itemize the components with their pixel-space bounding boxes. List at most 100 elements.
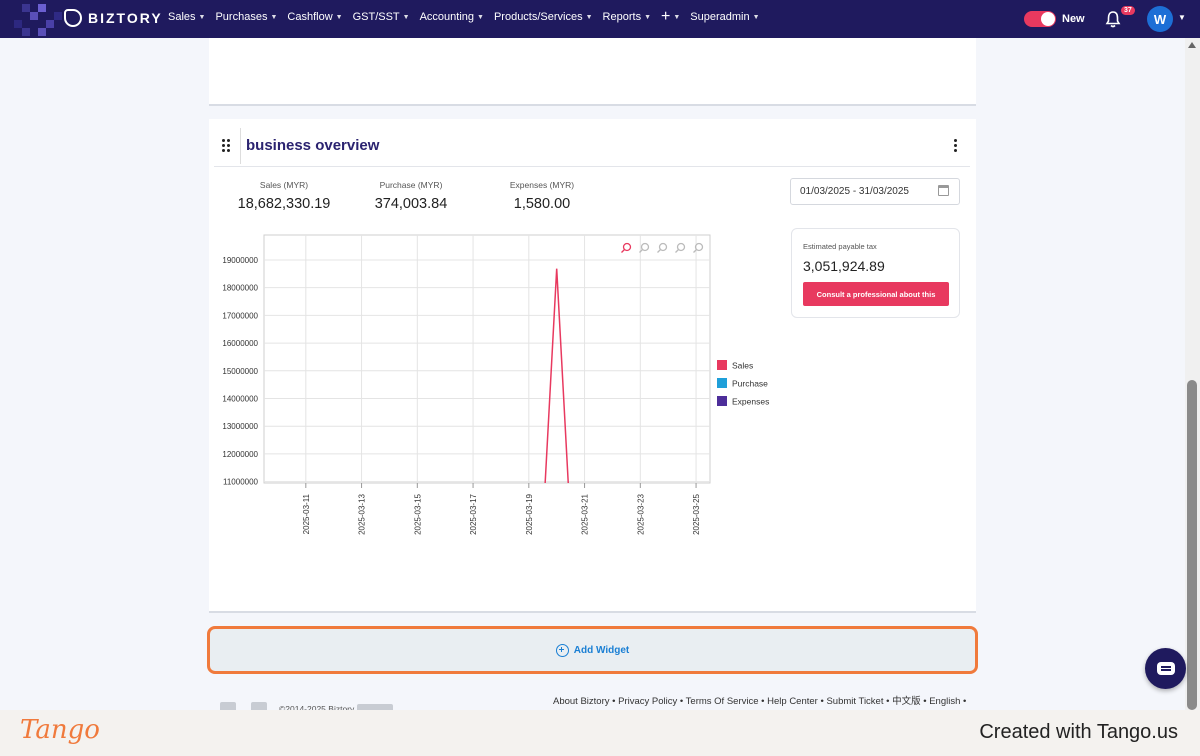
- chevron-down-icon[interactable]: ▼: [1178, 13, 1186, 22]
- biztory-logo-icon: [64, 9, 82, 27]
- x-tick-label: 2025-03-15: [413, 493, 422, 534]
- toggle-switch[interactable]: [1024, 11, 1056, 27]
- y-tick-label: 19000000: [222, 256, 258, 265]
- stat-label: Sales (MYR): [259, 180, 309, 190]
- zoom-in-icon[interactable]: [639, 242, 650, 253]
- footer-link-about[interactable]: About Biztory: [553, 696, 610, 707]
- chat-icon: [1156, 662, 1175, 675]
- youtube-icon[interactable]: [251, 702, 267, 712]
- y-tick-label: 18000000: [222, 284, 258, 293]
- stat-label: Purchase (MYR): [379, 180, 443, 190]
- tango-credit: Created with Tango.us: [979, 721, 1178, 743]
- menu-superadmin[interactable]: Superadmin ▼: [690, 11, 760, 23]
- facebook-icon[interactable]: [220, 702, 236, 712]
- menu-reports[interactable]: Reports ▼: [602, 11, 652, 23]
- notification-badge: 37: [1121, 6, 1135, 15]
- menu-purchases[interactable]: Purchases ▼: [215, 11, 278, 23]
- menu-cashflow[interactable]: Cashflow ▼: [287, 11, 343, 23]
- legend-swatch-sales: [717, 360, 727, 370]
- purchase-stat: Purchase (MYR) 374,003.84: [356, 180, 466, 212]
- drag-handle-icon[interactable]: [222, 139, 234, 153]
- zoom-select-icon[interactable]: [621, 242, 632, 253]
- business-overview-chart: 11000000 12000000 13000000 14000000 15000000…: [222, 234, 769, 535]
- tango-footer-bar: [0, 710, 1200, 756]
- chevron-down-icon: ▼: [644, 13, 652, 21]
- chevron-down-icon: ▼: [673, 13, 681, 21]
- stat-label: Expenses (MYR): [509, 180, 575, 190]
- footer-link-chinese[interactable]: 中文版: [892, 696, 921, 707]
- x-tick-label: 2025-03-25: [692, 493, 701, 534]
- scroll-up-arrow-icon[interactable]: [1188, 42, 1196, 48]
- legend-swatch-purchase: [717, 378, 727, 388]
- menu-sales[interactable]: Sales ▼: [168, 11, 206, 23]
- legend-label-expenses: Expenses: [732, 397, 769, 407]
- footer-links: About Biztory • Privacy Policy • Terms O…: [553, 696, 967, 707]
- y-tick-label: 13000000: [222, 422, 258, 431]
- legend-label-purchase: Purchase: [732, 379, 768, 389]
- chevron-down-icon: ▼: [402, 13, 410, 21]
- footer-link-ticket[interactable]: Submit Ticket: [826, 696, 884, 707]
- date-range-input[interactable]: 01/03/2025 - 31/03/2025: [790, 178, 960, 205]
- y-tick-label: 11000000: [223, 478, 259, 487]
- pan-icon[interactable]: [675, 242, 686, 253]
- reset-zoom-icon[interactable]: [693, 242, 704, 253]
- expenses-stat: Expenses (MYR) 1,580.00: [487, 180, 597, 212]
- version-badge: v0.0.0.0: [356, 704, 393, 714]
- footer-link-help[interactable]: Help Center: [767, 696, 818, 707]
- legend-swatch-expenses: [717, 396, 727, 406]
- chevron-down-icon: ▼: [198, 13, 206, 21]
- chat-launcher-button[interactable]: [1145, 648, 1186, 689]
- widget-title: business overview: [246, 137, 380, 154]
- stat-value: 1,580.00: [513, 196, 571, 212]
- divider: [214, 166, 970, 167]
- consult-professional-button[interactable]: Consult a professional about this: [803, 282, 949, 306]
- menu-add-new[interactable]: + ▼: [661, 8, 681, 25]
- menu-accounting[interactable]: Accounting ▼: [419, 11, 484, 23]
- main-menu: Sales ▼ Purchases ▼ Cashflow ▼ GST/SST ▼ Acc…: [168, 8, 760, 25]
- brand-logo[interactable]: BIZTORY: [64, 9, 163, 27]
- x-tick-label: 2025-03-13: [358, 493, 367, 534]
- x-tick-label: 2025-03-19: [525, 493, 534, 534]
- scrollbar-thumb[interactable]: [1187, 380, 1197, 710]
- previous-widget-card: [209, 38, 976, 106]
- chevron-down-icon: ▼: [270, 13, 278, 21]
- add-circle-icon: [555, 643, 569, 657]
- more-options-icon[interactable]: [954, 139, 958, 153]
- x-tick-label: 2025-03-17: [469, 493, 478, 534]
- add-widget-label: Add Widget: [573, 644, 630, 656]
- x-tick-label: 2025-03-23: [636, 493, 645, 534]
- bell-icon[interactable]: [1105, 10, 1121, 28]
- tax-value: 3,051,924.89: [803, 258, 885, 274]
- x-tick-label: 2025-03-11: [302, 493, 311, 534]
- chevron-down-icon: ▼: [335, 13, 343, 21]
- zoom-out-icon[interactable]: [657, 242, 668, 253]
- stat-value: 374,003.84: [374, 196, 448, 212]
- brand-pixel-decoration: [0, 0, 70, 38]
- brand-name: BIZTORY: [88, 10, 163, 26]
- y-tick-label: 15000000: [222, 367, 258, 376]
- x-tick-label: 2025-03-21: [581, 493, 590, 534]
- chevron-down-icon: ▼: [477, 13, 484, 21]
- y-tick-label: 17000000: [222, 311, 258, 320]
- tango-logo: Tango: [20, 715, 100, 745]
- footer-link-privacy[interactable]: Privacy Policy: [618, 696, 678, 707]
- add-widget-button[interactable]: Add Widget: [207, 626, 978, 674]
- avatar[interactable]: W: [1147, 6, 1173, 32]
- calendar-icon[interactable]: [938, 185, 949, 196]
- y-tick-label: 16000000: [222, 339, 258, 348]
- menu-products-services[interactable]: Products/Services ▼: [493, 11, 593, 23]
- y-tick-label: 12000000: [222, 450, 258, 459]
- sales-stat: Sales (MYR) 18,682,330.19: [229, 180, 339, 212]
- divider: [240, 128, 241, 164]
- estimated-tax-panel: [791, 228, 960, 318]
- chevron-down-icon: ▼: [585, 13, 593, 21]
- new-ui-toggle[interactable]: New: [1024, 11, 1085, 27]
- plus-icon: +: [661, 8, 671, 25]
- y-tick-label: 14000000: [222, 394, 258, 403]
- menu-gst-sst[interactable]: GST/SST ▼: [352, 11, 410, 23]
- chevron-down-icon: ▼: [752, 13, 760, 21]
- footer-link-terms[interactable]: Terms Of Service: [685, 696, 759, 707]
- legend-label-sales: Sales: [732, 361, 753, 371]
- copyright: ©2014-2025 Biztory v0.0.0.0: [279, 704, 393, 714]
- footer-link-english[interactable]: English: [929, 696, 961, 707]
